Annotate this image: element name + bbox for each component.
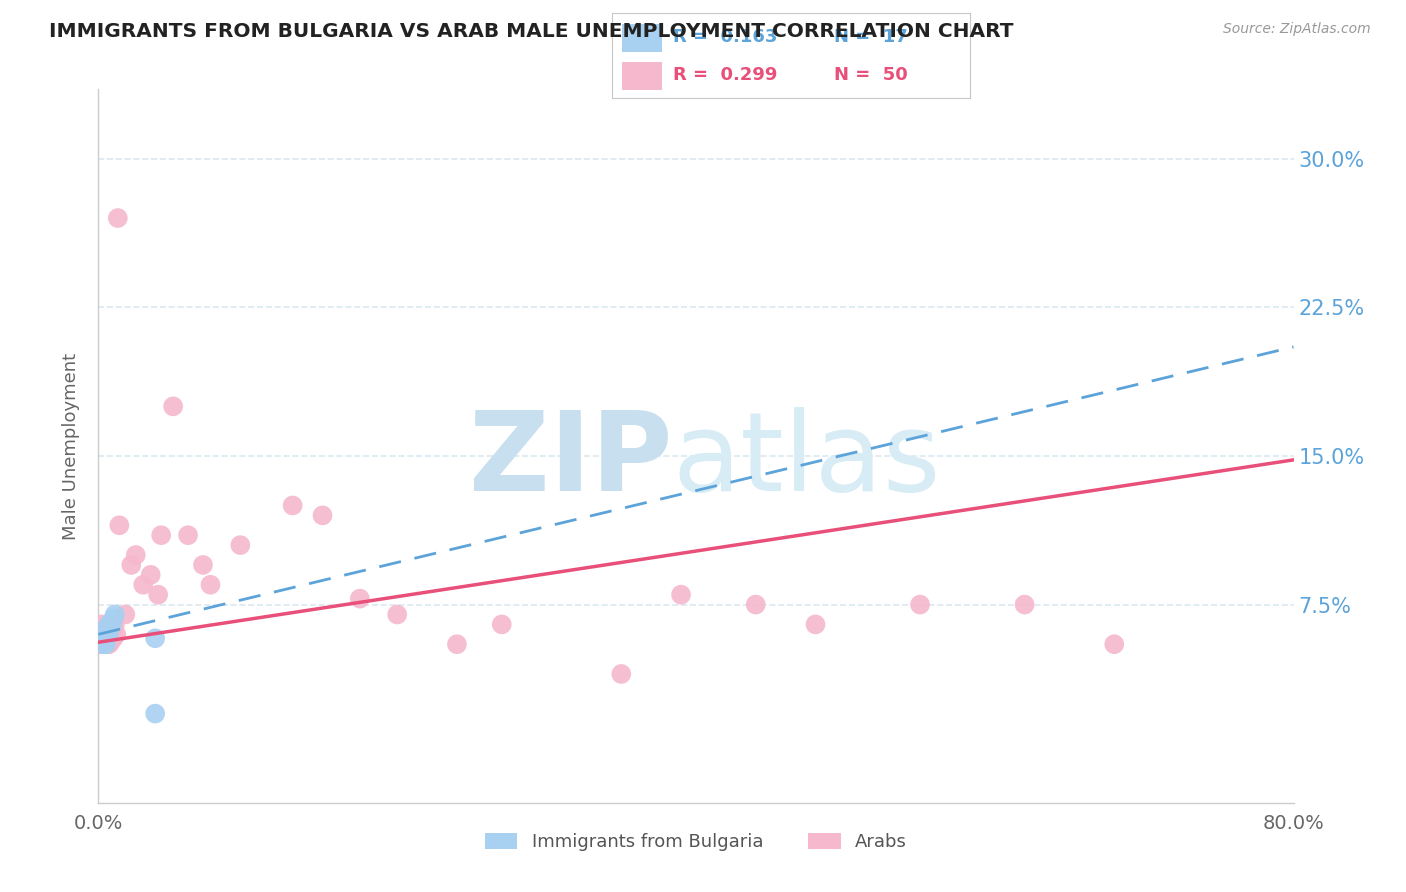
Point — [96, 627, 118, 641]
Point — [93, 624, 115, 638]
Point — [105, 627, 128, 641]
Point — [98, 632, 122, 646]
Point — [191, 558, 214, 572]
Point — [90, 617, 112, 632]
Point — [94, 624, 117, 638]
Point — [96, 637, 118, 651]
Point — [150, 528, 173, 542]
Point — [229, 538, 252, 552]
Point — [93, 637, 115, 651]
Point — [311, 508, 333, 523]
Point — [96, 627, 118, 641]
Point — [143, 706, 166, 721]
Point — [120, 558, 142, 572]
Point — [446, 637, 468, 651]
Text: IMMIGRANTS FROM BULGARIA VS ARAB MALE UNEMPLOYMENT CORRELATION CHART: IMMIGRANTS FROM BULGARIA VS ARAB MALE UN… — [49, 22, 1014, 41]
Point — [90, 632, 112, 646]
Point — [97, 637, 120, 651]
Point — [91, 635, 114, 649]
Point — [108, 518, 131, 533]
Point — [101, 617, 124, 632]
Point — [93, 627, 115, 641]
Point — [610, 667, 633, 681]
Point — [94, 637, 117, 651]
Point — [97, 627, 120, 641]
Point — [89, 632, 111, 646]
Point — [114, 607, 136, 622]
Y-axis label: Male Unemployment: Male Unemployment — [62, 352, 80, 540]
Point — [98, 635, 122, 649]
Point — [1014, 598, 1036, 612]
Point — [103, 632, 125, 646]
Text: R =  0.299: R = 0.299 — [672, 66, 778, 84]
Point — [804, 617, 827, 632]
Point — [90, 632, 112, 646]
Text: N =  17: N = 17 — [834, 29, 908, 46]
Text: atlas: atlas — [672, 407, 941, 514]
Point — [89, 637, 111, 651]
Point — [669, 588, 692, 602]
Point — [200, 578, 222, 592]
Point — [91, 637, 114, 651]
FancyBboxPatch shape — [623, 23, 662, 52]
Text: ZIP: ZIP — [468, 407, 672, 514]
Point — [98, 617, 122, 632]
Point — [139, 567, 162, 582]
Point — [103, 627, 125, 641]
Point — [94, 637, 117, 651]
Point — [148, 588, 170, 602]
Point — [104, 617, 127, 632]
Text: R =  0.163: R = 0.163 — [672, 29, 778, 46]
Point — [91, 627, 114, 641]
Point — [94, 632, 117, 646]
Point — [93, 637, 115, 651]
Point — [103, 611, 125, 625]
Point — [104, 607, 127, 622]
Point — [132, 578, 155, 592]
Point — [125, 548, 148, 562]
Legend: Immigrants from Bulgaria, Arabs: Immigrants from Bulgaria, Arabs — [478, 825, 914, 858]
Point — [143, 632, 166, 646]
Text: N =  50: N = 50 — [834, 66, 908, 84]
Point — [1104, 637, 1126, 651]
Point — [89, 632, 111, 646]
Point — [89, 627, 111, 641]
Point — [177, 528, 200, 542]
Point — [745, 598, 768, 612]
Point — [491, 617, 513, 632]
Text: Source: ZipAtlas.com: Source: ZipAtlas.com — [1223, 22, 1371, 37]
Point — [101, 627, 124, 641]
Point — [97, 617, 120, 632]
Point — [97, 627, 120, 641]
Point — [107, 211, 129, 225]
Point — [94, 624, 117, 638]
Point — [349, 591, 371, 606]
FancyBboxPatch shape — [623, 62, 662, 89]
Point — [385, 607, 409, 622]
Point — [91, 637, 114, 651]
Point — [281, 499, 304, 513]
Point — [908, 598, 931, 612]
Point — [162, 400, 184, 414]
